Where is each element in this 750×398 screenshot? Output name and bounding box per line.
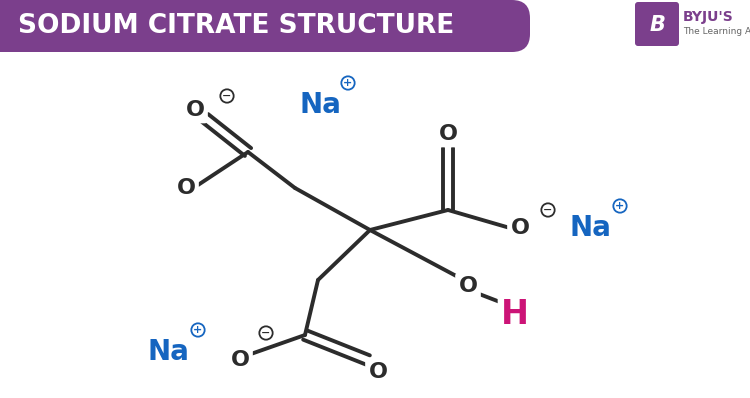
Text: −: − — [543, 205, 553, 215]
Text: BYJU'S: BYJU'S — [683, 10, 734, 24]
Text: O: O — [185, 100, 205, 120]
Text: The Learning App: The Learning App — [683, 27, 750, 37]
Text: O: O — [176, 178, 196, 198]
Text: B: B — [649, 15, 665, 35]
Text: O: O — [368, 362, 388, 382]
Text: O: O — [230, 350, 250, 370]
Text: +: + — [344, 78, 352, 88]
Text: −: − — [261, 328, 271, 338]
Text: O: O — [439, 124, 458, 144]
Text: Na: Na — [299, 91, 341, 119]
Text: H: H — [501, 298, 529, 332]
Text: Na: Na — [147, 338, 189, 366]
Text: O: O — [511, 218, 530, 238]
FancyBboxPatch shape — [635, 2, 679, 46]
FancyBboxPatch shape — [0, 0, 530, 52]
Text: SODIUM CITRATE STRUCTURE: SODIUM CITRATE STRUCTURE — [18, 13, 454, 39]
Bar — [0, 0, 30, 52]
Text: O: O — [458, 276, 478, 296]
Text: +: + — [194, 325, 202, 335]
Text: +: + — [615, 201, 625, 211]
Text: Na: Na — [569, 214, 611, 242]
Text: −: − — [222, 91, 232, 101]
